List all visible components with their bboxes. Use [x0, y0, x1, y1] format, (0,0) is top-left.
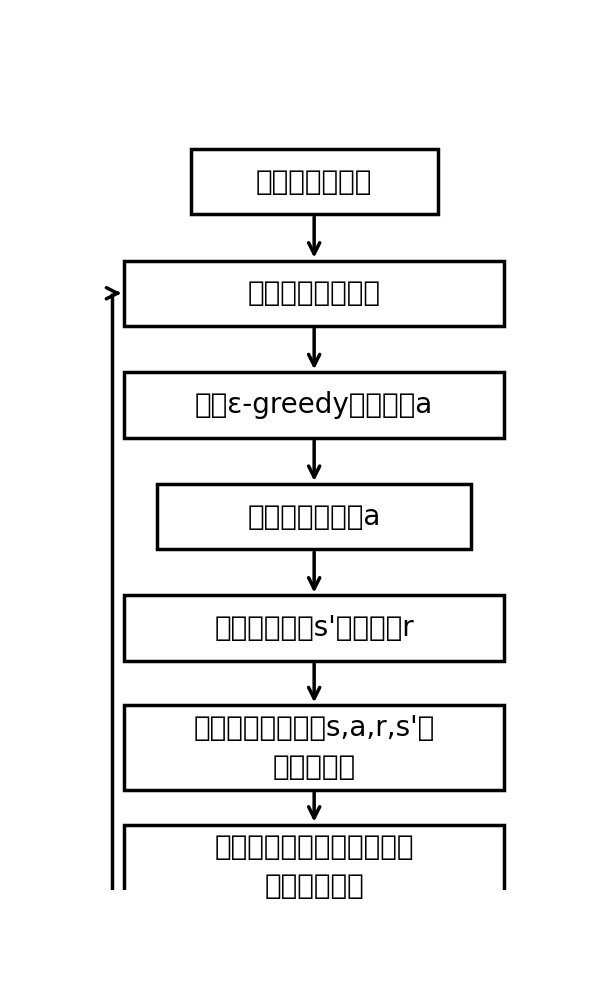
Bar [124, 595, 504, 661]
Text: 获取初始路网状态: 获取初始路网状态 [248, 279, 381, 307]
Text: 通过ε-greedy选择行为a: 通过ε-greedy选择行为a [195, 391, 433, 419]
Text: 信号灯执行行为a: 信号灯执行行为a [248, 503, 381, 531]
Bar [158, 484, 471, 549]
Bar [124, 372, 504, 438]
Text: 获取路网状态s'以及奖励r: 获取路网状态s'以及奖励r [215, 614, 414, 642]
Bar [124, 705, 504, 790]
Bar [191, 149, 438, 214]
Bar [124, 261, 504, 326]
Text: 初始化神经网络: 初始化神经网络 [256, 168, 372, 196]
Text: 将此次训练内容（s,a,r,s'）
存入记忆库: 将此次训练内容（s,a,r,s'） 存入记忆库 [194, 714, 435, 781]
Text: 重复训练记忆库中的内容，
更新神经网络: 重复训练记忆库中的内容， 更新神经网络 [215, 833, 414, 900]
Bar [124, 825, 504, 909]
